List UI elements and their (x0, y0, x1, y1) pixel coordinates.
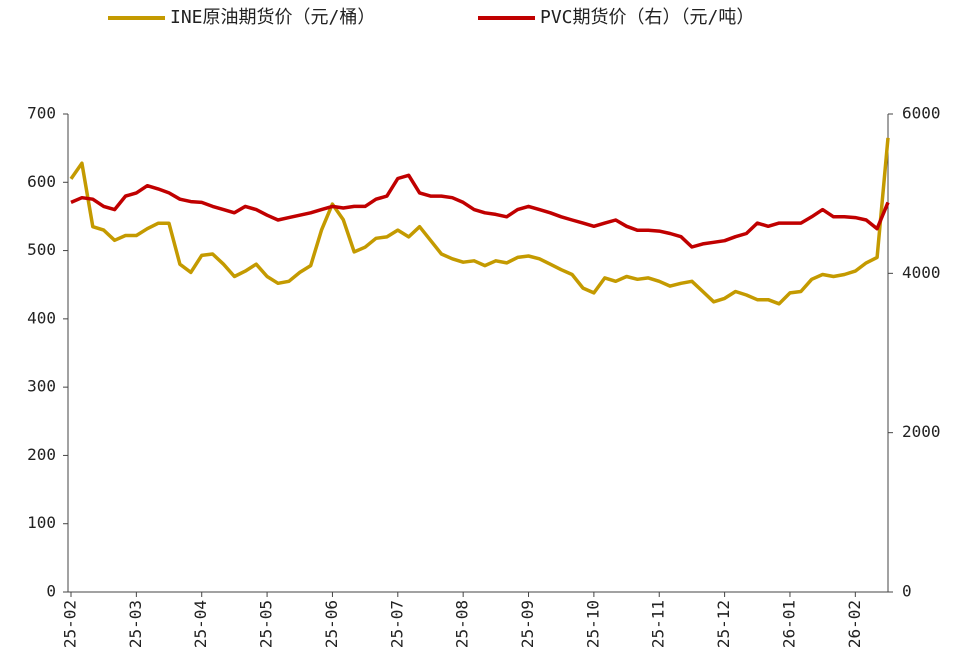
x-tick-label: 25-12 (714, 600, 733, 648)
x-tick-label: 25-05 (257, 600, 276, 648)
x-tick-label: 25-03 (126, 600, 145, 648)
legend-label: PVC期货价（右）（元/吨） (540, 7, 754, 28)
series-line (69, 137, 890, 306)
x-tick-label: 25-07 (387, 600, 406, 648)
y2-tick-label: 2000 (902, 422, 941, 441)
y-tick-label: 600 (27, 172, 56, 191)
x-tick-label: 25-11 (649, 600, 668, 648)
x-tick-label: 26-02 (845, 600, 864, 648)
legend-label: INE原油期货价（元/桶） (170, 7, 375, 28)
y2-tick-label: 0 (902, 582, 912, 601)
x-tick-label: 25-10 (583, 600, 602, 648)
y2-tick-label: 4000 (902, 263, 941, 282)
x-tick-label: 25-08 (453, 600, 472, 648)
y-tick-label: 200 (27, 445, 56, 464)
y-tick-label: 400 (27, 308, 56, 327)
y-tick-label: 500 (27, 240, 56, 259)
x-tick-label: 26-01 (779, 600, 798, 648)
y-tick-label: 0 (46, 582, 56, 601)
y-tick-label: 700 (27, 104, 56, 123)
x-tick-label: 25-02 (61, 600, 80, 648)
x-tick-label: 25-04 (191, 600, 210, 648)
series-line (70, 173, 890, 249)
y2-tick-label: 6000 (902, 104, 941, 123)
x-tick-label: 25-09 (518, 600, 537, 648)
x-tick-label: 25-06 (322, 600, 341, 648)
y-tick-label: 300 (27, 377, 56, 396)
y-tick-label: 100 (27, 513, 56, 532)
